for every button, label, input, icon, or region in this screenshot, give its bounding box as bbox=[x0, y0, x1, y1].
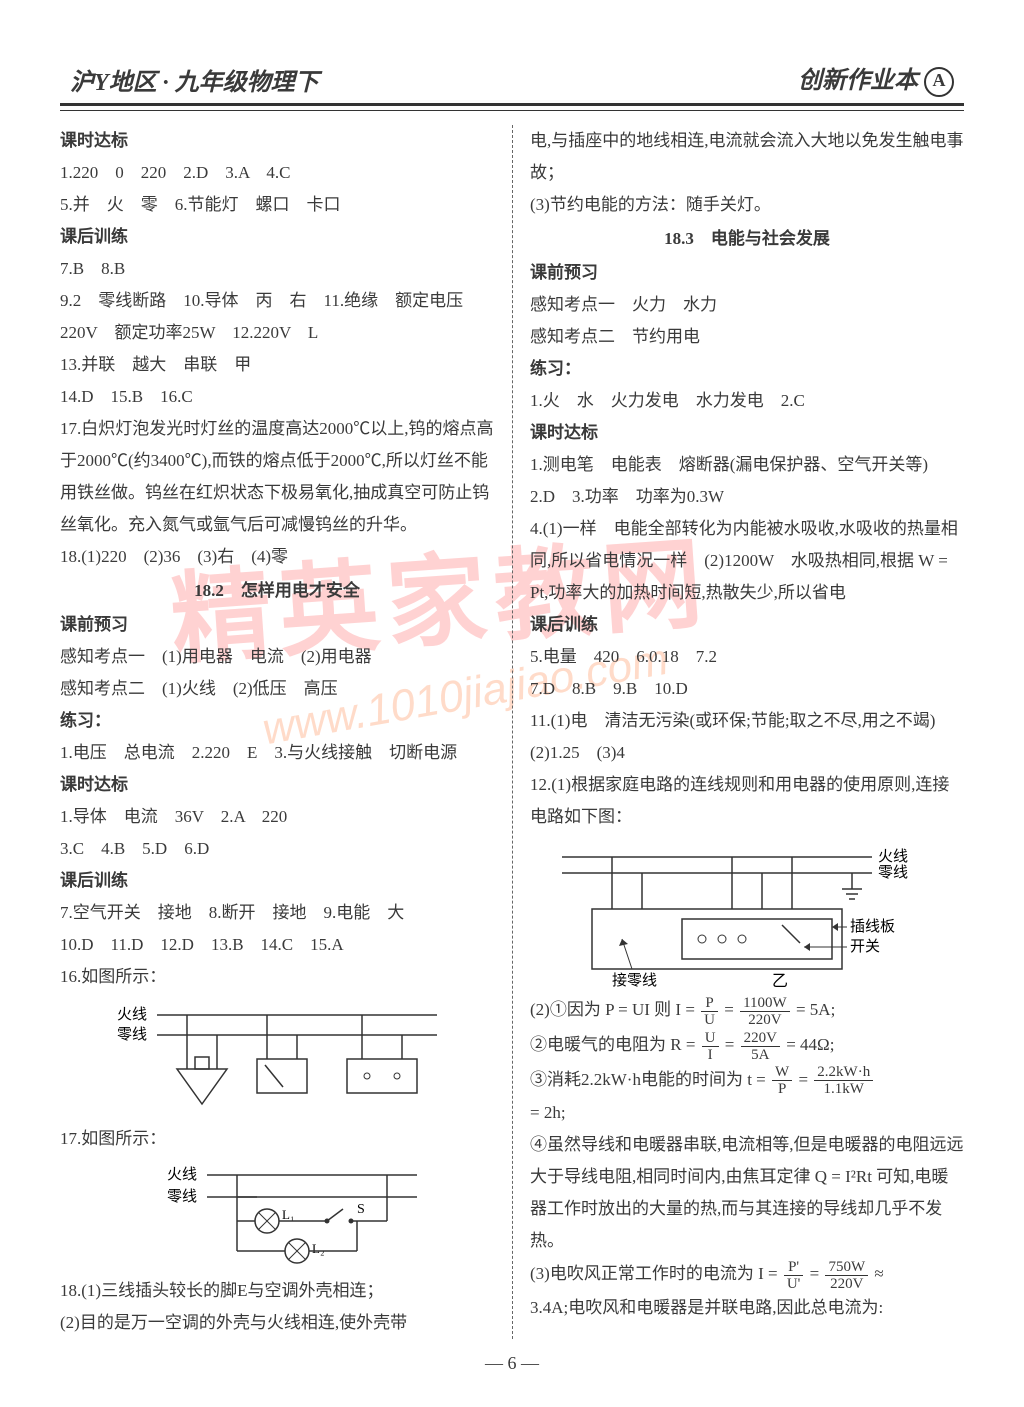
logo-icon: A bbox=[924, 67, 954, 97]
text: 5.电量 420 6.0.18 7.2 bbox=[530, 641, 964, 673]
text: 感知考点一 火力 水力 bbox=[530, 289, 964, 321]
figure-17: 火线 零线 L₁ L₂ bbox=[60, 1161, 494, 1271]
text: 9.2 零线断路 10.导体 丙 右 11.绝缘 额定电压220V 额定功率25… bbox=[60, 285, 494, 349]
text: 17.如图所示： bbox=[60, 1123, 494, 1155]
text: 1.导体 电流 36V 2.A 220 bbox=[60, 801, 494, 833]
section-head: 课后训练 bbox=[530, 609, 964, 641]
column-divider bbox=[512, 125, 513, 1339]
fig2-huo-label: 火线 bbox=[167, 1166, 197, 1183]
fraction: P'U' bbox=[784, 1259, 804, 1292]
section-head: 课前预习 bbox=[530, 257, 964, 289]
fig1-ling-label: 零线 bbox=[117, 1026, 147, 1043]
section-head: 课时达标 bbox=[60, 125, 494, 157]
svg-text:S: S bbox=[357, 1202, 365, 1217]
fig3-cx-label: 插线板 bbox=[850, 917, 895, 935]
text: 1.火 水 火力发电 水力发电 2.C bbox=[530, 385, 964, 417]
fraction: 2.2kW·h1.1kW bbox=[814, 1064, 873, 1097]
header-rule bbox=[60, 103, 964, 111]
text: 14.D 15.B 16.C bbox=[60, 381, 494, 413]
page-number: — 6 — bbox=[60, 1353, 964, 1374]
section-head: 课后训练 bbox=[60, 865, 494, 897]
subsection-title: 18.2 怎样用电才安全 bbox=[60, 575, 494, 607]
text: 18.(1)三线插头较长的脚E与空调外壳相连； bbox=[60, 1275, 494, 1307]
svg-text:L₁: L₁ bbox=[282, 1207, 294, 1222]
text: 16.如图所示： bbox=[60, 961, 494, 993]
text: 10.D 11.D 12.D 13.B 14.C 15.A bbox=[60, 929, 494, 961]
text: (2)目的是万一空调的外壳与火线相连,使外壳带 bbox=[60, 1307, 494, 1339]
fraction: 1100W220V bbox=[740, 995, 790, 1028]
fig3-jl-label: 接零线 bbox=[612, 972, 657, 989]
text: 4.(1)一样 电能全部转化为内能被水吸收,水吸收的热量相同,所以省电情况一样 … bbox=[530, 513, 964, 609]
fig3-ling-label: 零线 bbox=[878, 864, 908, 881]
text: 3.4A;电吹风和电暖器是并联电路,因此总电流为: bbox=[530, 1292, 964, 1324]
fig3-kg-label: 开关 bbox=[850, 938, 880, 955]
section-head: 课时达标 bbox=[60, 769, 494, 801]
equation: ③消耗2.2kW·h电能的时间为 t = WP = 2.2kW·h1.1kW bbox=[530, 1063, 964, 1098]
header: 沪Y地区 · 九年级物理下 创新作业本 A bbox=[60, 60, 964, 103]
text: 感知考点一 (1)用电器 电流 (2)用电器 bbox=[60, 641, 494, 673]
header-left: 沪Y地区 · 九年级物理下 bbox=[70, 62, 319, 97]
right-column: 电,与插座中的地线相连,电流就会流入大地以免发生触电事故； (3)节约电能的方法… bbox=[512, 125, 964, 1339]
columns: 课时达标 1.220 0 220 2.D 3.A 4.C 5.并 火 零 6.节… bbox=[60, 125, 964, 1339]
fig3-huo-label: 火线 bbox=[878, 848, 908, 865]
page: 沪Y地区 · 九年级物理下 创新作业本 A 精英家教网 www.1010jiaj… bbox=[0, 0, 1024, 1404]
figure-12: 火线 零线 bbox=[530, 839, 964, 989]
section-head: 课时达标 bbox=[530, 417, 964, 449]
section-head: 练习： bbox=[60, 705, 494, 737]
text: 1.220 0 220 2.D 3.A 4.C bbox=[60, 157, 494, 189]
text: 7.空气开关 接地 8.断开 接地 9.电能 大 bbox=[60, 897, 494, 929]
text: 11.(1)电 清洁无污染(或环保;节能;取之不尽,用之不竭) (2)1.25 … bbox=[530, 705, 964, 769]
text: 感知考点二 (1)火线 (2)低压 高压 bbox=[60, 673, 494, 705]
figure-16: 火线 零线 bbox=[60, 999, 494, 1119]
text: = 2h; bbox=[530, 1097, 964, 1129]
text: 感知考点二 节约用电 bbox=[530, 321, 964, 353]
fig1-huo-label: 火线 bbox=[117, 1006, 147, 1023]
text: 17.白炽灯泡发光时灯丝的温度高达2000℃以上,钨的熔点高于2000℃(约34… bbox=[60, 413, 494, 541]
svg-text:L₂: L₂ bbox=[312, 1241, 324, 1256]
text: 12.(1)根据家庭电路的连线规则和用电器的使用原则,连接电路如下图： bbox=[530, 769, 964, 833]
section-head: 课后训练 bbox=[60, 221, 494, 253]
text: (3)节约电能的方法：随手关灯。 bbox=[530, 189, 964, 221]
text: 18.(1)220 (2)36 (3)右 (4)零 bbox=[60, 541, 494, 573]
text: ④虽然导线和电暖器串联,电流相等,但是电暖器的电阻远远大于导线电阻,相同时间内,… bbox=[530, 1129, 964, 1257]
fig3-yi-label: 乙 bbox=[772, 973, 788, 989]
fraction: 750W220V bbox=[825, 1259, 868, 1292]
text: 7.D 8.B 9.B 10.D bbox=[530, 673, 964, 705]
section-head: 练习： bbox=[530, 353, 964, 385]
header-right: 创新作业本 A bbox=[798, 60, 954, 97]
section-head: 课前预习 bbox=[60, 609, 494, 641]
text: 13.并联 越大 串联 甲 bbox=[60, 349, 494, 381]
equation: ②电暖气的电阻为 R = UI = 220V5A = 44Ω; bbox=[530, 1028, 964, 1063]
text: 电,与插座中的地线相连,电流就会流入大地以免发生触电事故； bbox=[530, 125, 964, 189]
text: 5.并 火 零 6.节能灯 螺口 卡口 bbox=[60, 189, 494, 221]
subsection-title: 18.3 电能与社会发展 bbox=[530, 223, 964, 255]
fraction: 220V5A bbox=[741, 1030, 780, 1063]
text: 3.C 4.B 5.D 6.D bbox=[60, 833, 494, 865]
text: 1.测电笔 电能表 熔断器(漏电保护器、空气开关等) 2.D 3.功率 功率为0… bbox=[530, 449, 964, 513]
fig2-ling-label: 零线 bbox=[167, 1188, 197, 1205]
left-column: 课时达标 1.220 0 220 2.D 3.A 4.C 5.并 火 零 6.节… bbox=[60, 125, 512, 1339]
fraction: WP bbox=[772, 1064, 792, 1097]
fraction: PU bbox=[701, 995, 718, 1028]
text: 1.电压 总电流 2.220 E 3.与火线接触 切断电源 bbox=[60, 737, 494, 769]
text: 7.B 8.B bbox=[60, 253, 494, 285]
fraction: UI bbox=[702, 1030, 719, 1063]
equation: (2)①因为 P = UI 则 I = PU = 1100W220V = 5A; bbox=[530, 993, 964, 1028]
equation: (3)电吹风正常工作时的电流为 I = P'U' = 750W220V ≈ bbox=[530, 1257, 964, 1292]
